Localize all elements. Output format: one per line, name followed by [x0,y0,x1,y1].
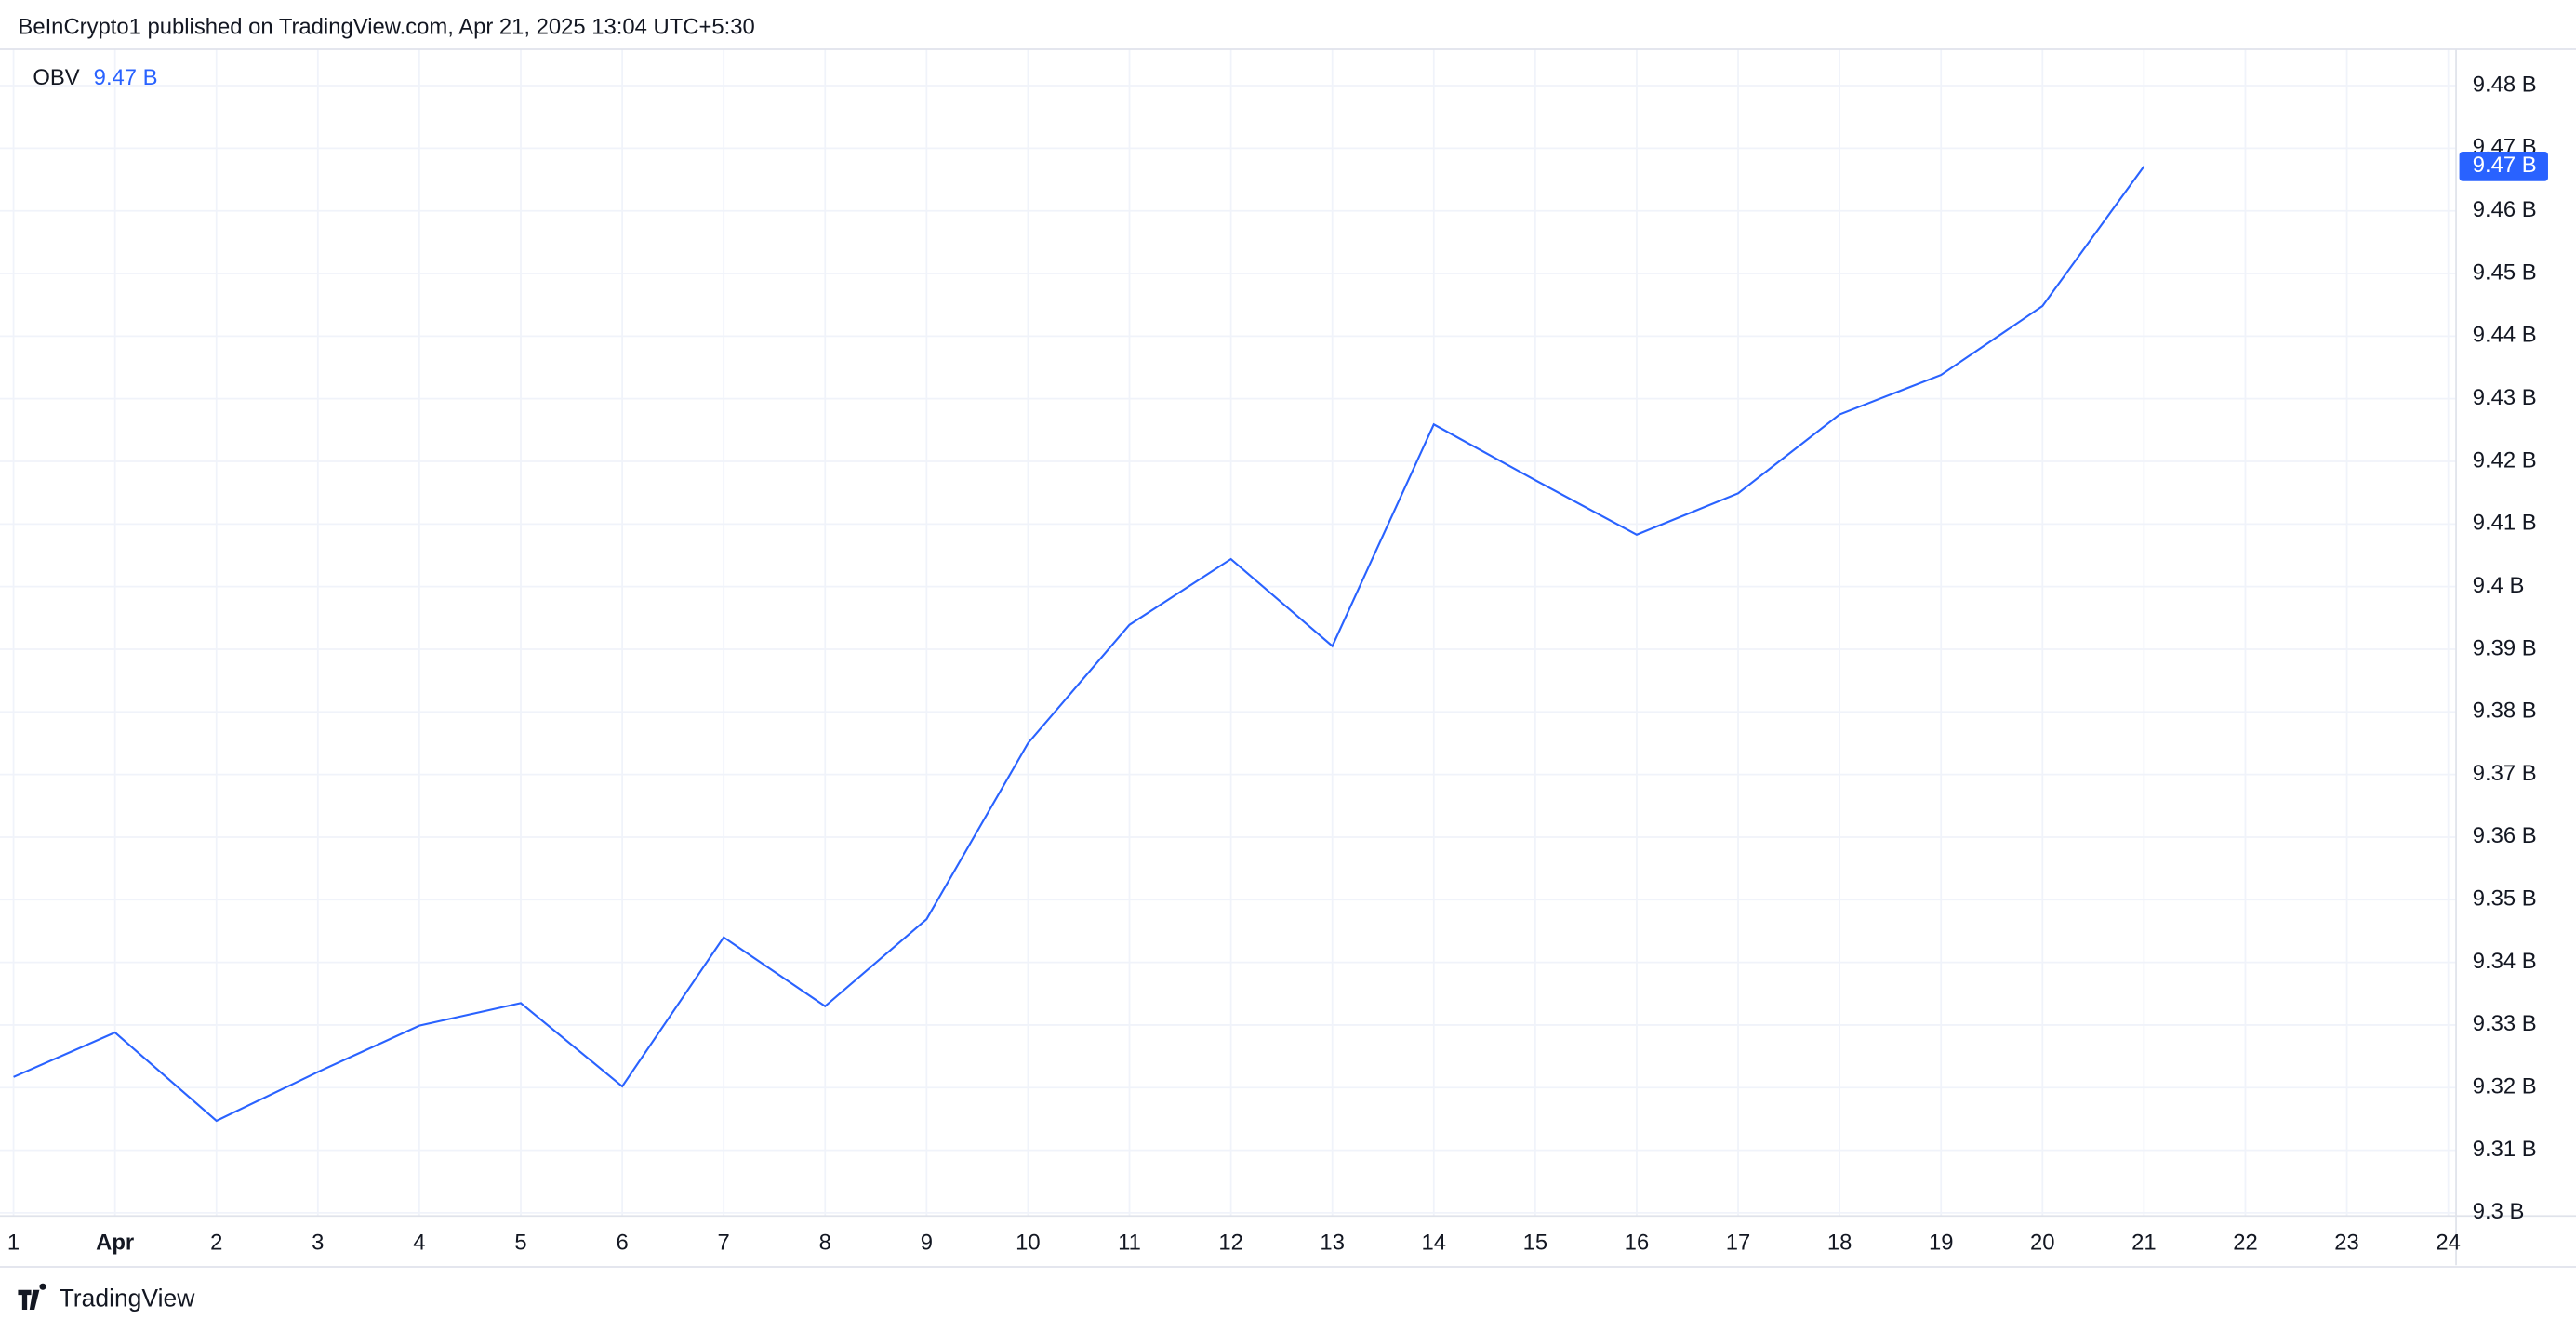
x-tick-label: 5 [514,1231,526,1256]
x-tick-label: 17 [1726,1231,1751,1256]
legend-value: 9.47 B [94,65,158,90]
x-tick-label: 22 [2233,1231,2258,1256]
obv-line [13,166,2145,1123]
x-tick-label: 3 [312,1231,324,1256]
publish-header: BeInCrypto1 published on TradingView.com… [18,14,754,39]
x-tick-label: 14 [1422,1231,1447,1256]
brand-logo [18,1283,46,1310]
plot-area [13,166,2145,1123]
y-tick-label: 9.41 B [2473,511,2537,536]
x-tick-label: 9 [921,1231,933,1256]
y-tick-label: 9.3 B [2473,1199,2525,1224]
y-tick-label: 9.38 B [2473,699,2537,724]
y-tick-label: 9.36 B [2473,823,2537,848]
x-tick-label: Apr [96,1231,134,1256]
y-tick-label: 9.42 B [2473,447,2537,473]
x-tick-label: 24 [2436,1231,2461,1256]
y-tick-label: 9.39 B [2473,635,2537,660]
y-tick-label: 9.44 B [2473,323,2537,348]
x-tick-label: 1 [7,1231,20,1256]
x-tick-label: 23 [2334,1231,2359,1256]
x-tick-label: 12 [1218,1231,1243,1256]
brand-name: TradingView [60,1284,196,1312]
y-tick-label: 9.46 B [2473,197,2537,222]
y-tick-label: 9.35 B [2473,886,2537,912]
x-tick-label: 11 [1118,1231,1141,1256]
axis-labels: 9.3 B 9.31 B 9.32 B 9.33 B 9.34 B 9.35 B 9.36 … [7,72,2548,1256]
last-value-badge [2459,152,2548,181]
y-tick-label: 9.48 B [2473,72,2537,97]
x-tick-label: 13 [1320,1231,1345,1256]
legend-name: OBV [33,65,79,90]
x-tick-label: 8 [819,1231,831,1256]
x-tick-label: 4 [413,1231,425,1256]
x-tick-label: 10 [1016,1231,1041,1256]
y-tick-label: 9.4 B [2473,573,2525,598]
brand: TradingView [18,1283,196,1312]
grid [0,49,2457,1217]
y-tick-label: 9.37 B [2473,761,2537,786]
x-tick-label: 2 [210,1231,222,1256]
x-tick-label: 20 [2030,1231,2055,1256]
y-tick-label: 9.32 B [2473,1074,2537,1099]
last-value-label: 9.47 B [2473,153,2537,178]
x-tick-label: 21 [2131,1231,2157,1256]
y-tick-label: 9.31 B [2473,1137,2537,1162]
y-tick-label: 9.33 B [2473,1011,2537,1036]
x-tick-label: 16 [1625,1231,1650,1256]
x-tick-label: 19 [1929,1231,1954,1256]
x-tick-label: 6 [616,1231,628,1256]
x-tick-label: 15 [1523,1231,1548,1256]
x-tick-label: 18 [1827,1231,1852,1256]
y-tick-label: 9.45 B [2473,260,2537,285]
x-tick-label: 7 [718,1231,730,1256]
y-tick-label: 9.43 B [2473,385,2537,410]
y-tick-label: 9.34 B [2473,949,2537,974]
